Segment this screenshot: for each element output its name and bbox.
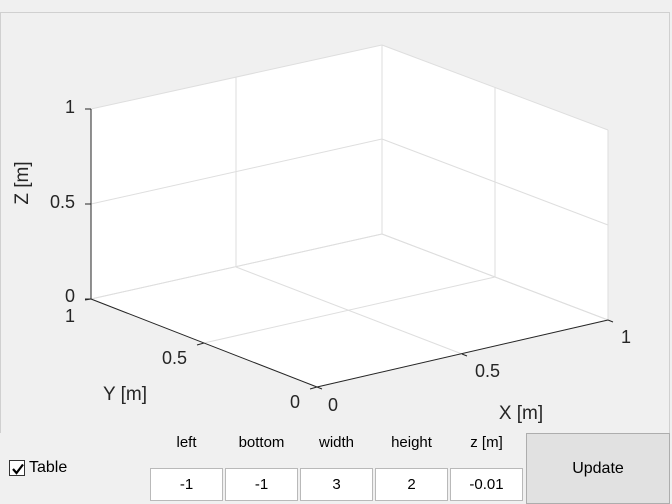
x-tick-label: 0 <box>328 395 338 415</box>
table-checkbox[interactable]: Table <box>9 458 67 478</box>
checkmark-icon <box>12 463 24 475</box>
x-axis-label: X [m] <box>499 403 543 424</box>
height-input[interactable] <box>375 468 448 501</box>
y-axis-label: Y [m] <box>103 384 147 405</box>
width-input[interactable] <box>300 468 373 501</box>
3d-axes[interactable]: 0 0.5 1 0 0.5 1 0 0.5 1 Z [m] Y [m] X [m… <box>1 13 671 434</box>
z-label: z [m] <box>470 434 503 451</box>
left-label: left <box>176 434 197 451</box>
z-tick-label: 1 <box>65 97 75 117</box>
left-input[interactable] <box>150 468 223 501</box>
height-label: height <box>391 434 432 451</box>
table-checkbox-label: Table <box>29 459 68 476</box>
x-tick-label: 1 <box>621 327 631 347</box>
y-tick-label: 0.5 <box>162 348 187 368</box>
x-tick-label: 0.5 <box>475 361 500 381</box>
bottom-label: bottom <box>238 434 285 451</box>
axes-panel: 0 0.5 1 0 0.5 1 0 0.5 1 Z [m] Y [m] X [m… <box>0 12 670 433</box>
width-label: width <box>318 434 355 451</box>
z-tick-label: 0.5 <box>50 192 75 212</box>
y-tick-label: 0 <box>290 392 300 412</box>
z-tick-label: 0 <box>65 286 75 306</box>
z-axis-label: Z [m] <box>12 161 33 204</box>
checkbox-box[interactable] <box>9 460 25 476</box>
y-tick-label: 1 <box>65 306 75 326</box>
bottom-input[interactable] <box>225 468 298 501</box>
z-input[interactable] <box>450 468 523 501</box>
table-control-panel: Table left bottom width height z [m] Upd… <box>5 433 670 504</box>
update-button[interactable]: Update <box>526 433 670 504</box>
axis-lines <box>84 108 614 390</box>
